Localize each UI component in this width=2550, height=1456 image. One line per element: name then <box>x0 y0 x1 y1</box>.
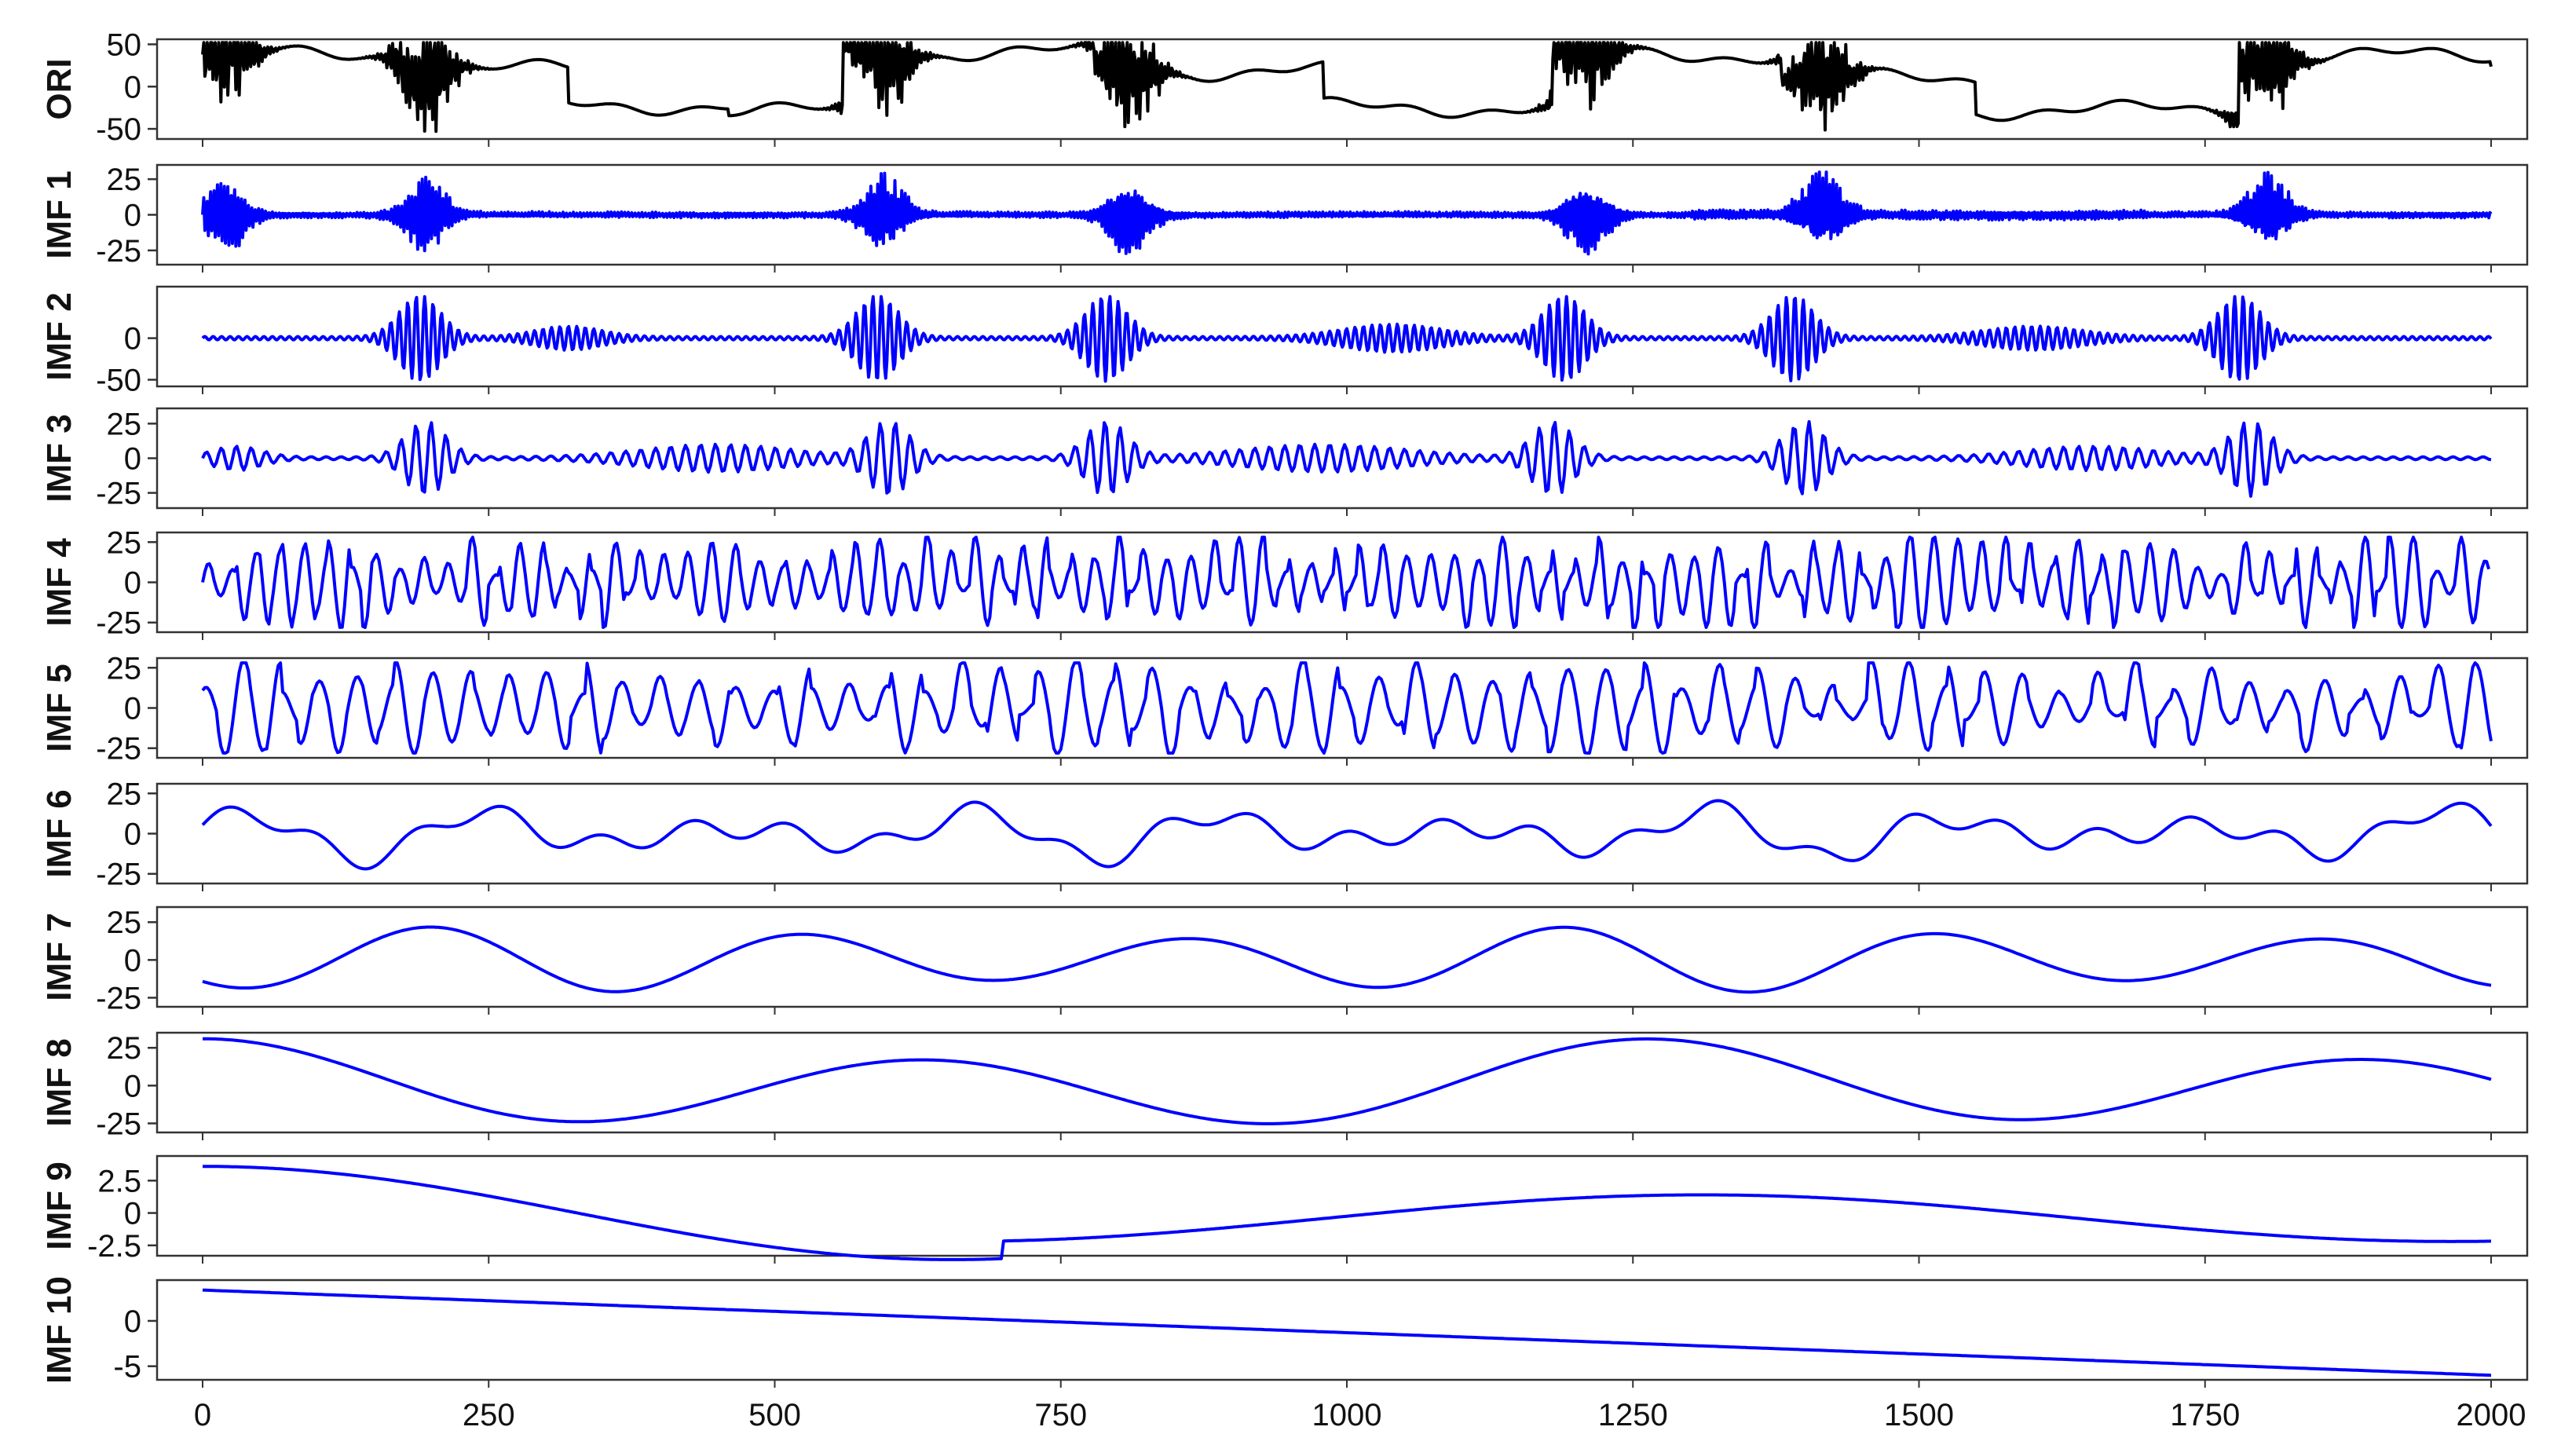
panel-frame <box>155 905 2529 1008</box>
panel-imf-7: IMF 7 250-25 <box>40 905 2529 1015</box>
series-line-imf-7 <box>202 925 2492 994</box>
panel-imf-9: IMF 9 2.50-2.5 <box>40 1154 2529 1264</box>
y-tick-label: -25 <box>96 732 141 766</box>
panel-frame <box>155 285 2529 388</box>
series-line-imf-1 <box>201 170 2493 256</box>
y-tick-label: 0 <box>124 199 141 233</box>
y-tick-label: 0 <box>124 1197 141 1231</box>
y-tick-label: -25 <box>96 1107 141 1141</box>
y-tick-label: 0 <box>124 322 141 357</box>
y-tick-label: 50 <box>107 27 142 62</box>
panel-imf-6: IMF 6 25 0 -25 <box>40 777 2529 892</box>
series-line-imf-10 <box>202 1288 2492 1377</box>
y-tick-label: 25 <box>107 163 142 197</box>
panel-label: IMF 3 <box>40 414 79 502</box>
y-tick-label: 0 <box>124 692 141 726</box>
y-tick-label: -25 <box>96 477 141 511</box>
panel-label: IMF 10 <box>40 1276 79 1384</box>
series-line-imf-2 <box>201 294 2493 383</box>
panel-frame <box>155 1031 2529 1134</box>
y-tick-label: -50 <box>96 364 141 398</box>
y-tick-label: 25 <box>107 407 142 441</box>
y-tick-label: -25 <box>96 234 141 269</box>
x-tick-label: 750 <box>1034 1398 1087 1432</box>
x-tick-label: 1750 <box>2170 1398 2240 1432</box>
panel-label: IMF 9 <box>40 1162 79 1249</box>
panel-label: ORI <box>40 58 79 119</box>
x-tick-label: 250 <box>463 1398 515 1432</box>
x-tick-label: 1500 <box>1884 1398 1954 1432</box>
panel-imf-3: IMF 3 250-25 <box>40 407 2529 516</box>
series-line-imf-6 <box>201 799 2493 871</box>
panel-label: IMF 6 <box>40 789 79 877</box>
x-tick-label: 1000 <box>1312 1398 1382 1432</box>
series-line-imf-4 <box>201 536 2491 629</box>
y-tick-label: 25 <box>107 651 142 686</box>
y-tick-label: 0 <box>124 442 141 477</box>
y-tick-label: 2.5 <box>97 1164 141 1198</box>
panel-imf-8: IMF 8 250 -25 <box>40 1031 2529 1141</box>
y-tick-label: 25 <box>107 525 142 560</box>
x-tick-label: 1250 <box>1598 1398 1668 1432</box>
panel-label: IMF 5 <box>40 664 79 752</box>
series-line-imf-9 <box>203 1165 2492 1261</box>
y-tick-label: 0 <box>124 943 141 978</box>
series-line-ori <box>201 41 2493 134</box>
series-line-imf-8 <box>203 1037 2492 1125</box>
y-tick-label: -50 <box>96 112 141 147</box>
panel-frame <box>155 657 2529 759</box>
panel-label: IMF 1 <box>40 170 79 258</box>
y-tick-label: -25 <box>96 981 141 1015</box>
series-line-imf-3 <box>201 420 2492 498</box>
panel-label: IMF 8 <box>40 1038 79 1126</box>
panel-imf-1: IMF 1 250-25 <box>40 163 2529 273</box>
series-line-imf-5 <box>201 661 2493 755</box>
panel-imf-5: IMF 5 25 0 -25 <box>40 651 2529 766</box>
x-tick-label: 500 <box>748 1398 801 1432</box>
y-tick-label: 25 <box>107 1031 142 1066</box>
y-tick-label: -5 <box>113 1350 141 1385</box>
y-tick-label: 0 <box>124 818 141 852</box>
panel-frame <box>155 1279 2529 1381</box>
x-tick-label: 2000 <box>2457 1398 2526 1432</box>
y-tick-label: 0 <box>124 566 141 601</box>
panel-ori: ORI 50 0 -50 <box>40 27 2529 147</box>
x-axis: 0 250 500 750 1000 1250 1500 1750 2000 <box>194 1398 2526 1432</box>
panel-imf-10: IMF 10 0 -5 <box>40 1276 2529 1388</box>
y-tick-label: 0 <box>124 1069 141 1103</box>
panel-frame <box>155 38 2529 141</box>
y-tick-label: 0 <box>124 1304 141 1339</box>
y-tick-label: -25 <box>96 606 141 641</box>
y-tick-label: 25 <box>107 905 142 940</box>
y-tick-label: -25 <box>96 858 141 892</box>
x-tick-label: 0 <box>194 1398 211 1432</box>
y-tick-label: -2.5 <box>87 1229 141 1264</box>
panel-imf-2: IMF 2 0 -50 <box>40 285 2529 398</box>
panel-label: IMF 4 <box>40 538 79 627</box>
panel-frame <box>155 1154 2529 1257</box>
panel-label: IMF 2 <box>40 292 79 380</box>
y-tick-label: 0 <box>124 70 141 104</box>
y-tick-label: 25 <box>107 777 142 811</box>
panel-imf-4: IMF 4 25 0 -25 <box>40 525 2529 641</box>
panel-label: IMF 7 <box>40 913 79 1001</box>
